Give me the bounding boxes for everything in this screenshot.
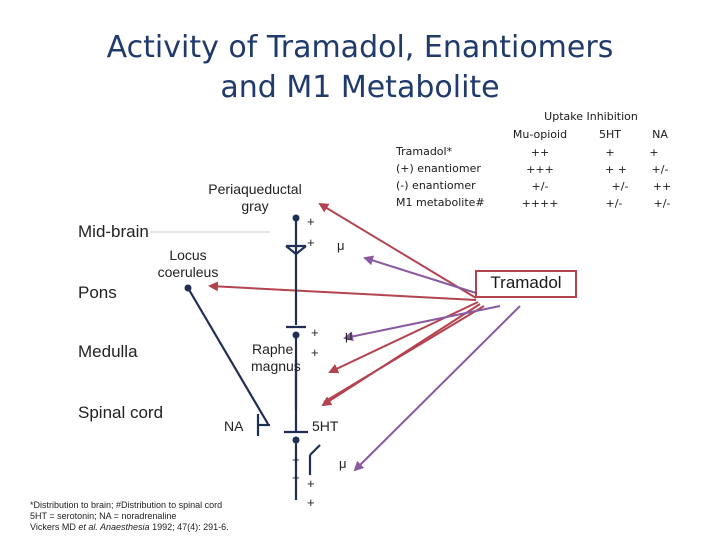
row-2-name: (-) enantiomer: [396, 179, 476, 192]
row-1-na: +/-: [651, 163, 669, 176]
nucleus-lc-line1: Locus: [169, 247, 207, 263]
nucleus-raphe-line1: Raphe: [252, 341, 294, 357]
tramadol-arrows: [208, 202, 485, 407]
raphe-plus-1: +: [311, 325, 319, 340]
footnote-line-2: 5HT = serotonin; NA = noradrenaline: [30, 511, 177, 521]
footnote-citation: 1992; 47(4): 291-6.: [149, 522, 229, 532]
raphe-plus-2: +: [311, 345, 319, 360]
row-3-5ht: +/-: [605, 197, 623, 210]
pag-plus-1: +: [307, 214, 315, 229]
spinal-neuron: [284, 430, 321, 500]
row-1-5ht: + +: [605, 163, 627, 176]
spinal-mu: μ: [339, 456, 347, 471]
title-line-2: and M1 Metabolite: [220, 70, 500, 105]
region-medulla: Medulla: [78, 342, 138, 361]
spinal-plus-3: +: [307, 476, 315, 491]
region-pons: Pons: [78, 283, 117, 302]
row-3-na: +/-: [653, 197, 671, 210]
pag-plus-2: +: [307, 235, 315, 250]
nucleus-lc-line2: coeruleus: [157, 264, 219, 280]
raphe-cell-body: [292, 331, 300, 339]
nucleus-pag-line1: Periaqueductal: [208, 181, 302, 197]
raphe-mu: μ: [345, 328, 353, 343]
row-2-mu: +/-: [531, 180, 549, 193]
row-2-5ht: +/-: [611, 180, 629, 193]
spinal-plus-1: +: [292, 452, 300, 467]
spinal-plus-2: +: [292, 470, 300, 485]
col-na: NA: [652, 128, 668, 141]
row-1-mu: +++: [526, 163, 554, 176]
pag-cell-body: [292, 214, 300, 222]
nucleus-raphe-line2: magnus: [251, 358, 301, 374]
na-label: NA: [224, 418, 244, 434]
row-3-name: M1 metabolite#: [396, 196, 485, 209]
col-5ht: 5HT: [599, 128, 621, 141]
row-3-mu: ++++: [521, 197, 559, 210]
row-0-5ht: +: [605, 146, 615, 159]
mu-opioid-arrows: [343, 255, 521, 472]
5ht-label: 5HT: [312, 418, 339, 434]
title-line-1: Activity of Tramadol, Enantiomers: [106, 30, 614, 65]
col-mu-opioid: Mu-opioid: [512, 128, 568, 141]
lc-neuron: [187, 287, 270, 436]
region-spinal-cord: Spinal cord: [78, 403, 164, 422]
footnote-line-3: Vickers MD et al. Anaesthesia 1992; 47(4…: [30, 522, 229, 533]
row-1-name: (+) enantiomer: [396, 162, 481, 175]
spinal-plus-4: +: [307, 495, 315, 510]
spinal-cell-body: [292, 436, 300, 444]
footnote-journal: et al. Anaesthesia: [78, 522, 150, 532]
row-0-na: +: [649, 146, 659, 159]
region-midbrain: Mid-brain: [78, 222, 149, 241]
pag-neuron: [285, 218, 307, 325]
row-0-name: Tramadol*: [396, 145, 453, 158]
row-0-mu: ++: [530, 146, 550, 159]
raphe-neuron: [286, 325, 306, 432]
tramadol-box: [475, 270, 577, 298]
table-header: Uptake Inhibition: [544, 110, 638, 123]
nucleus-pag-line2: gray: [241, 198, 269, 214]
row-2-na: ++: [652, 180, 672, 193]
tramadol-label: Tramadol: [490, 273, 562, 292]
lc-cell-body: [184, 284, 192, 292]
pag-mu: μ: [337, 238, 345, 253]
footnote-author: Vickers MD: [30, 522, 79, 532]
footnote-line-1: *Distribution to brain; #Distribution to…: [30, 500, 223, 510]
